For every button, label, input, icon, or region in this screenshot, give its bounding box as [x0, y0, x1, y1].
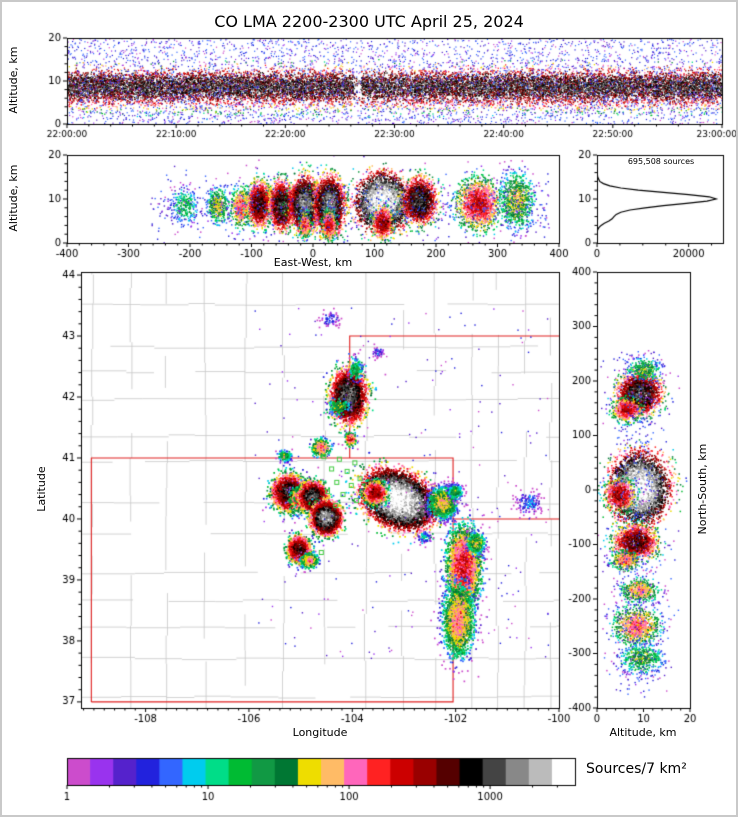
north-south-axis-label: North-South, km: [695, 443, 709, 535]
latitude-axis-label: Latitude: [34, 466, 48, 512]
colorbar-label: Sources/7 km²: [586, 761, 687, 777]
ew-panel-altitude-axis-label: Altitude, km: [6, 164, 20, 232]
longitude-axis-label: Longitude: [292, 726, 348, 739]
time-height-altitude-axis-label: Altitude, km: [6, 46, 20, 114]
figure-title: CO LMA 2200-2300 UTC April 25, 2024: [214, 12, 524, 31]
sources-count-annotation: 695,508 sources: [627, 157, 695, 166]
east-west-axis-label: East-West, km: [273, 256, 353, 269]
ns-panel-altitude-axis-label: Altitude, km: [609, 726, 677, 739]
